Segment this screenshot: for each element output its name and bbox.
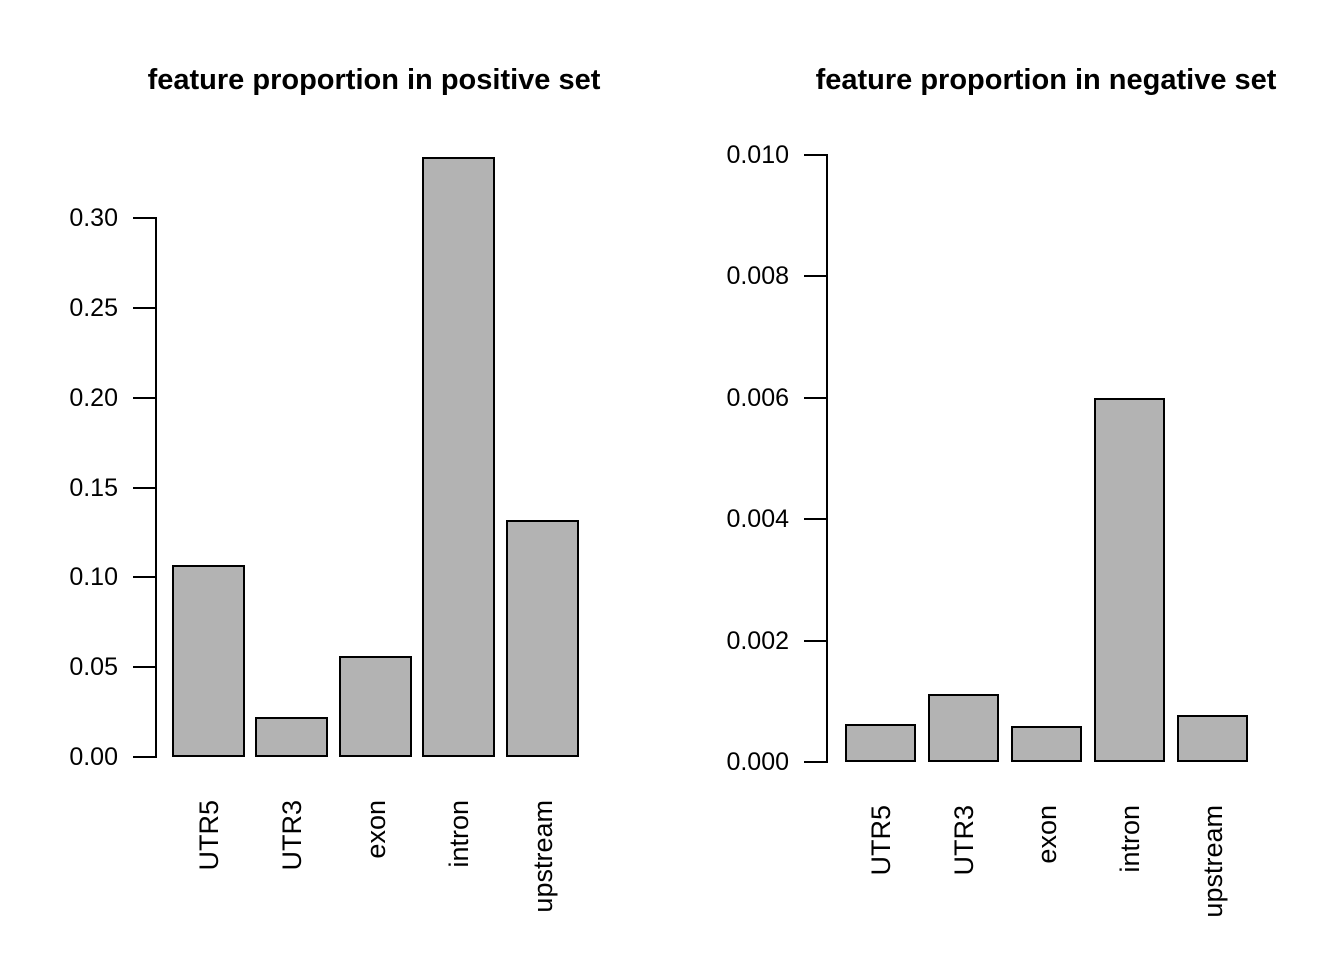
bar — [255, 717, 328, 757]
chart-title-positive: feature proportion in positive set — [147, 64, 601, 96]
bar — [928, 694, 999, 762]
y-tick-label: 0.05 — [69, 653, 118, 681]
y-tick — [133, 487, 155, 489]
y-tick-label: 0.15 — [69, 474, 118, 502]
y-tick — [804, 275, 826, 277]
y-axis-line — [155, 217, 157, 758]
y-tick — [804, 640, 826, 642]
y-axis-line — [826, 154, 828, 763]
y-tick — [133, 307, 155, 309]
y-tick — [133, 217, 155, 219]
y-tick-label: 0.002 — [726, 627, 789, 655]
x-category-label: upstream — [1198, 805, 1228, 918]
bar — [1011, 726, 1082, 762]
y-tick-label: 0.000 — [726, 748, 789, 776]
y-tick — [133, 666, 155, 668]
y-tick — [804, 154, 826, 156]
bar — [422, 157, 495, 757]
chart-title-negative: feature proportion in negative set — [815, 64, 1277, 96]
bar — [1177, 715, 1248, 762]
y-tick-label: 0.008 — [726, 262, 789, 290]
x-category-label: UTR3 — [949, 805, 979, 876]
bar — [845, 724, 916, 762]
y-tick-label: 0.004 — [726, 505, 789, 533]
bar — [1094, 398, 1165, 762]
y-tick-label: 0.006 — [726, 384, 789, 412]
y-tick-label: 0.25 — [69, 294, 118, 322]
y-tick-label: 0.10 — [69, 563, 118, 591]
y-tick — [133, 576, 155, 578]
bar — [506, 520, 579, 757]
y-tick — [804, 397, 826, 399]
y-tick-label: 0.20 — [69, 384, 118, 412]
y-tick — [133, 397, 155, 399]
x-category-label: UTR5 — [866, 805, 896, 876]
y-tick-label: 0.30 — [69, 204, 118, 232]
y-tick — [804, 761, 826, 763]
bar — [339, 656, 412, 757]
x-category-label: exon — [1032, 805, 1062, 864]
y-tick-label: 0.010 — [726, 141, 789, 169]
y-tick-label: 0.00 — [69, 743, 118, 771]
y-tick — [804, 518, 826, 520]
x-category-label: intron — [1115, 805, 1145, 873]
y-tick — [133, 756, 155, 758]
bar — [172, 565, 245, 757]
